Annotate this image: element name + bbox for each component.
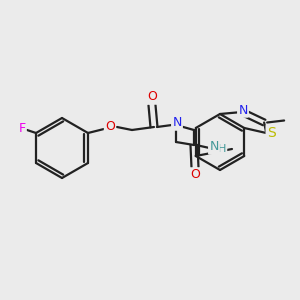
Text: O: O [190, 169, 200, 182]
Text: H: H [218, 144, 226, 154]
Text: O: O [105, 121, 115, 134]
Text: F: F [19, 122, 26, 134]
Text: O: O [147, 91, 157, 103]
Text: N: N [172, 116, 182, 130]
Text: N: N [238, 103, 248, 116]
Text: S: S [267, 126, 276, 140]
Text: N: N [209, 140, 219, 154]
